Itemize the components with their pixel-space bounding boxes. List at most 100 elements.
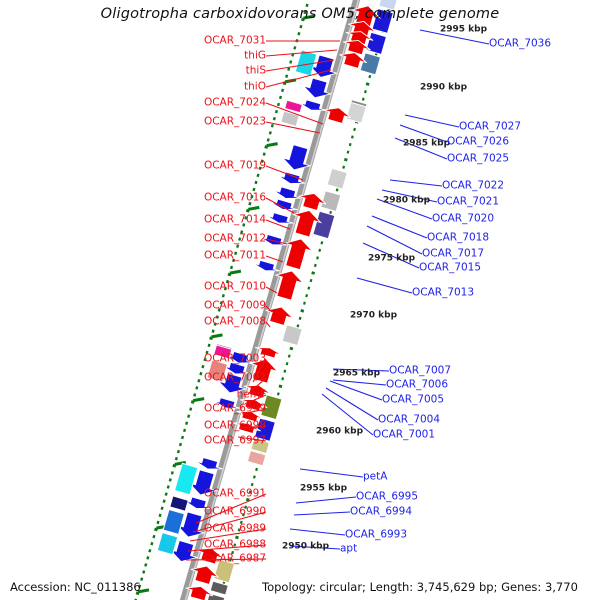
cog-box[interactable] xyxy=(169,495,189,512)
gene-label-right[interactable]: OCAR_7036 xyxy=(489,37,552,50)
gene-arrow-reverse[interactable] xyxy=(183,496,212,510)
cog-boxes-right[interactable] xyxy=(156,49,318,556)
gene-label-left[interactable]: OCAR_7003 xyxy=(203,352,266,365)
cog-box[interactable] xyxy=(345,101,367,124)
gene-label-left[interactable]: OCAR_7023 xyxy=(203,115,266,128)
gene-arrow-reverse[interactable] xyxy=(281,144,312,171)
gene-arrow-reverse[interactable] xyxy=(269,198,298,211)
gene-arrow-reverse[interactable] xyxy=(298,99,327,111)
gene-label-left[interactable]: OCAR_7009 xyxy=(203,299,266,312)
cog-box[interactable] xyxy=(156,532,179,556)
gene-label-right[interactable]: OCAR_7017 xyxy=(422,247,485,260)
gene-label-left[interactable]: OCAR_7014 xyxy=(203,213,266,226)
gene-label-right[interactable]: OCAR_7018 xyxy=(427,231,490,244)
gene-label-left[interactable]: OCAR_7024 xyxy=(203,96,266,109)
gene-label-left[interactable]: OCAR_7016 xyxy=(203,191,266,204)
cog-boxes-left[interactable] xyxy=(196,0,400,600)
gene-label-left[interactable]: OCAR_6987 xyxy=(203,552,266,565)
gene-arrow-forward[interactable] xyxy=(342,39,371,56)
gene-label-left[interactable]: OCAR_7010 xyxy=(203,280,266,293)
gene-label-right[interactable]: OCAR_7004 xyxy=(378,413,441,426)
gene-arrow-reverse[interactable] xyxy=(225,350,254,364)
gene-label-right[interactable]: OCAR_7006 xyxy=(386,378,449,391)
cog-box[interactable] xyxy=(213,558,236,584)
gene-label-left[interactable]: thiG xyxy=(244,49,266,62)
gene-arrow-reverse[interactable] xyxy=(301,77,333,99)
gene-label-right[interactable]: OCAR_7005 xyxy=(382,393,445,406)
cog-box[interactable] xyxy=(294,49,318,77)
cog-box[interactable] xyxy=(253,417,276,442)
cog-box[interactable] xyxy=(280,110,300,127)
gene-label-left[interactable]: thiO xyxy=(244,80,266,93)
gene-label-left[interactable]: OCAR_7002 xyxy=(203,371,266,384)
gene-label-right[interactable]: OCAR_6994 xyxy=(350,505,413,518)
gene-arrow-forward[interactable] xyxy=(185,586,214,600)
cog-box[interactable] xyxy=(320,190,342,213)
gene-label-left[interactable]: OCAR_7011 xyxy=(203,249,266,262)
cog-box[interactable] xyxy=(365,31,388,56)
gene-label-left[interactable]: OCAR_6997 xyxy=(203,434,266,447)
gene-label-right[interactable]: OCAR_7020 xyxy=(432,212,495,225)
gene-label-right[interactable]: apt xyxy=(340,542,358,555)
cog-box[interactable] xyxy=(326,167,348,190)
gene-label-left[interactable]: thiS xyxy=(245,64,266,77)
forward-strand-genes[interactable] xyxy=(173,0,382,600)
cog-box[interactable] xyxy=(209,580,229,596)
gene-label-left[interactable]: hemF xyxy=(236,388,266,401)
cog-box[interactable] xyxy=(284,99,304,114)
cog-box[interactable] xyxy=(359,52,382,76)
cog-box[interactable] xyxy=(378,0,400,11)
gene-label-left[interactable]: OCAR_7031 xyxy=(203,34,266,47)
gene-arrow-forward[interactable] xyxy=(265,306,294,326)
cog-box[interactable] xyxy=(246,449,267,467)
cog-box[interactable] xyxy=(281,324,303,347)
gene-arrow-reverse[interactable] xyxy=(252,259,280,272)
gene-label-right[interactable]: OCAR_6995 xyxy=(356,490,419,503)
gene-arrow-reverse[interactable] xyxy=(265,212,294,224)
gene-arrow-forward[interactable] xyxy=(190,565,219,586)
gene-label-left[interactable]: OCAR_6989 xyxy=(203,522,266,535)
gene-arrow-forward[interactable] xyxy=(274,270,305,301)
gene-arrow-forward[interactable] xyxy=(248,358,280,384)
gene-label-right[interactable]: OCAR_7026 xyxy=(447,135,510,148)
cog-box[interactable] xyxy=(206,359,229,383)
gene-label-right[interactable]: OCAR_7001 xyxy=(373,428,436,441)
gene-label-left[interactable]: OCAR_6990 xyxy=(203,505,266,518)
gene-label-right[interactable]: petA xyxy=(363,470,388,483)
gene-arrow-reverse[interactable] xyxy=(212,397,241,409)
gene-label-left[interactable]: OCAR_6999 xyxy=(203,402,266,415)
cog-box[interactable] xyxy=(213,344,233,360)
cog-box[interactable] xyxy=(173,462,199,496)
gene-label-left[interactable]: OCAR_6988 xyxy=(203,538,266,551)
gene-label-left[interactable]: OCAR_6998 xyxy=(203,419,266,432)
cog-box[interactable] xyxy=(162,508,186,535)
gene-label-right[interactable]: OCAR_7007 xyxy=(389,364,452,377)
gene-arrow-forward[interactable] xyxy=(298,192,327,212)
cog-box[interactable] xyxy=(260,394,283,421)
gene-label-right[interactable]: OCAR_7027 xyxy=(459,120,522,133)
gene-label-left[interactable]: OCAR_6991 xyxy=(203,487,266,500)
gene-arrow-reverse[interactable] xyxy=(273,186,301,199)
gene-label-right[interactable]: OCAR_7021 xyxy=(437,195,500,208)
gene-arrow-forward[interactable] xyxy=(233,422,261,435)
gene-arrow-forward[interactable] xyxy=(323,107,352,124)
gene-label-right[interactable]: OCAR_7015 xyxy=(419,261,482,274)
gene-label-left[interactable]: OCAR_7012 xyxy=(203,232,266,245)
gene-arrow-reverse[interactable] xyxy=(168,539,199,563)
gene-label-right[interactable]: OCAR_7013 xyxy=(412,286,475,299)
gene-arrow-reverse[interactable] xyxy=(195,456,223,470)
gene-arrow-reverse[interactable] xyxy=(222,361,251,375)
gene-label-left[interactable]: OCAR_7019 xyxy=(203,159,266,172)
gene-arrow-forward[interactable] xyxy=(339,52,368,69)
cog-box[interactable] xyxy=(312,210,336,240)
gene-arrow-forward[interactable] xyxy=(361,0,382,6)
gene-arrow-forward[interactable] xyxy=(254,347,283,359)
gene-arrow-forward[interactable] xyxy=(239,399,268,412)
gene-label-right[interactable]: OCAR_6993 xyxy=(345,528,408,541)
gene-arrow-forward[interactable] xyxy=(291,209,323,238)
gene-arrow-reverse[interactable] xyxy=(277,171,306,184)
gene-label-left[interactable]: OCAR_7008 xyxy=(203,315,266,328)
gene-label-right[interactable]: OCAR_7025 xyxy=(447,152,510,165)
